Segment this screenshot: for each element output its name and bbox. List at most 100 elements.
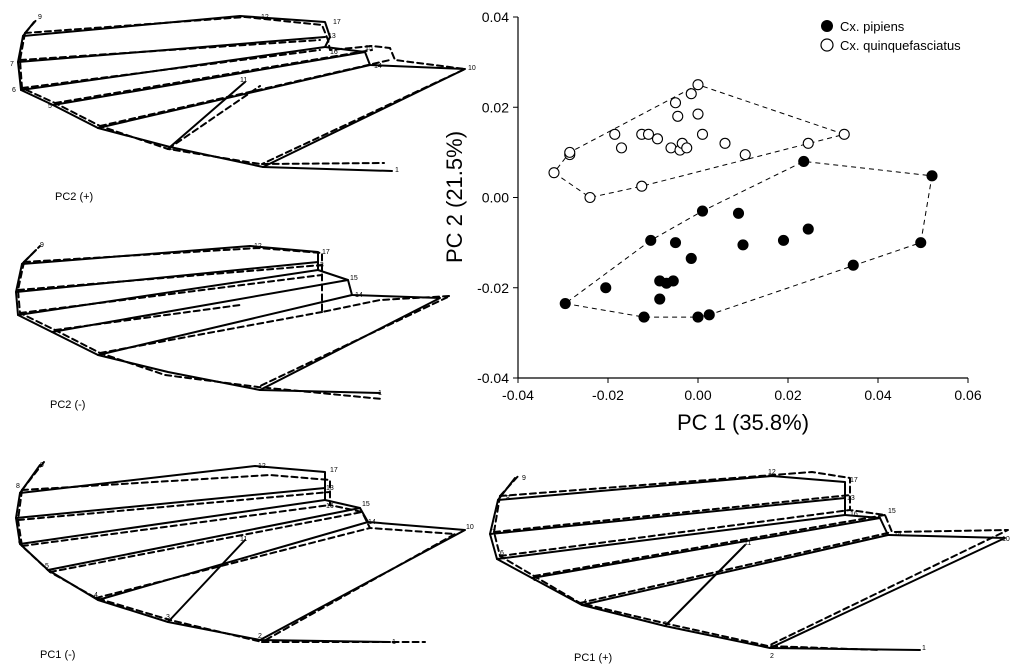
legend-label-quinquefasciatus: Cx. quinquefasciatus [840,38,961,53]
point-quinquefasciatus [696,128,709,140]
legend-label-pipiens: Cx. pipiens [840,19,905,34]
point-pipiens [645,234,657,246]
y-tick-label: 0.04 [482,9,509,25]
landmark-label: 5 [48,103,52,110]
landmark-label: 16 [850,511,858,518]
landmark-label: 12 [768,469,776,476]
y-tick-label: 0.02 [482,99,509,115]
point-quinquefasciatus [719,137,731,149]
point-quinquefasciatus [838,128,850,140]
point-pipiens [732,207,745,219]
landmark-label: 14 [355,292,363,299]
wing-panel-label: PC1 (+) [574,652,612,664]
point-pipiens [654,293,666,305]
landmark-label: 11 [240,536,247,543]
point-quinquefasciatus [564,146,576,158]
landmark-label: 9 [40,462,44,469]
landmark-label: 6 [18,539,22,546]
point-quinquefasciatus [665,142,677,154]
landmark-label: 12 [254,243,262,250]
point-pipiens [737,239,749,251]
landmark-label: 17 [330,467,338,474]
landmark-label: 3 [170,145,174,152]
landmark-label: 14 [368,519,376,526]
landmark-label: 13 [847,495,855,502]
point-quinquefasciatus [672,110,684,122]
landmark-label: 7 [10,61,14,68]
landmark-label: 1 [392,639,396,646]
hull-quinquefasciatus [553,84,847,199]
point-quinquefasciatus [681,142,693,154]
landmark-label: 9 [38,14,42,21]
landmark-label: 13 [316,262,324,269]
point-pipiens [802,223,814,235]
x-tick-label: 0.06 [954,387,981,403]
landmark-label: 8 [16,483,20,490]
point-quinquefasciatus [802,137,814,149]
landmark-label: 6 [12,87,16,94]
landmark-label: 16 [330,49,338,56]
landmark-label: 17 [333,19,341,26]
point-pipiens [703,309,715,321]
point-quinquefasciatus [685,88,697,100]
point-quinquefasciatus [692,79,704,91]
legend: Cx. pipiens Cx. quinquefasciatus [820,19,961,53]
point-pipiens [798,155,810,167]
x-tick-label: 0.02 [774,387,801,403]
landmark-label: 2 [258,633,262,640]
landmark-label: 10 [466,524,474,531]
point-pipiens [685,252,697,264]
point-pipiens [777,234,790,246]
landmark-label: 7 [492,529,496,536]
landmark-label: 5 [533,576,537,583]
landmark-label: 10 [468,65,476,72]
landmark-label: 11 [744,540,751,547]
point-quinquefasciatus [584,191,596,204]
landmark-label: 1 [378,390,382,397]
landmark-label: 5 [45,563,49,570]
landmark-label: 14 [894,531,902,538]
point-pipiens [667,275,679,287]
point-pipiens [915,237,927,249]
landmark-label: 9 [40,242,44,249]
landmark-label: 11 [240,77,247,84]
point-quinquefasciatus [636,180,648,192]
x-tick-label: -0.02 [592,387,624,403]
landmark-label: 1 [395,167,399,174]
landmark-label: 15 [362,501,370,508]
wing-panel-pc1-minus: 9 8 7 6 5 4 3 2 12 17 13 16 15 14 11 10 … [15,461,474,661]
landmark-label: 2 [770,653,774,660]
landmark-label: 14 [374,63,382,70]
landmark-label: 12 [258,463,266,470]
point-pipiens [847,259,859,271]
point-pipiens [638,311,650,323]
x-tick-label: 0.04 [864,387,891,403]
point-quinquefasciatus [615,142,628,154]
landmark-label: 15 [350,275,358,282]
point-quinquefasciatus [651,133,664,145]
point-quinquefasciatus [548,167,560,179]
point-quinquefasciatus [669,97,682,109]
landmark-label: 13 [326,485,334,492]
x-tick-label: 0.00 [684,387,711,403]
landmark-label: 15 [888,508,896,515]
point-pipiens [559,297,571,310]
pca-scatter-plot: -0.04 -0.02 0.00 0.02 0.04 0.06 -0.04 -0.02 0.00… [442,9,982,435]
landmark-label: 17 [322,249,330,256]
point-pipiens [669,237,682,249]
landmark-label: 3 [166,614,170,621]
landmark-label: 13 [328,33,336,40]
landmark-label: 4 [583,599,587,606]
landmark-label: 4 [94,592,98,599]
x-axis-title: PC 1 (35.8%) [677,410,809,435]
wing-panel-label: PC2 (-) [50,399,85,411]
point-pipiens [600,282,612,294]
legend-marker-pipiens [821,20,833,32]
legend-marker-quinquefasciatus [820,38,834,52]
x-tick-label: -0.04 [502,387,534,403]
point-quinquefasciatus [692,108,704,120]
landmark-label: 7 [16,515,20,522]
landmark-label: 1 [922,645,926,652]
point-quinquefasciatus [609,128,621,140]
y-tick-label: -0.02 [477,280,509,296]
